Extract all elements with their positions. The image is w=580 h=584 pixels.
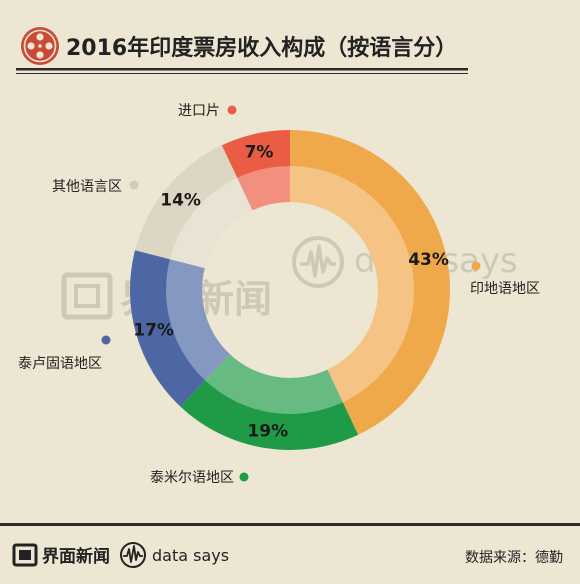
slice-3-inner-band xyxy=(169,177,253,269)
value-labels: 43% 19% 17% 14% 7% xyxy=(133,142,449,441)
slice-3-value-label: 14% xyxy=(160,190,201,210)
footer-brand-text: 界面新闻 xyxy=(42,546,110,567)
film-reel-icon xyxy=(21,27,59,65)
slice-0-wedge xyxy=(290,130,450,435)
page-title: 2016年印度票房收入构成（按语言分） xyxy=(66,35,457,61)
slice-4-category-label: 进口片 xyxy=(178,103,220,119)
slice-0-legend-dot xyxy=(471,261,481,271)
donut-inner-overlay xyxy=(166,166,414,414)
donut-slices xyxy=(130,130,450,450)
footer-rule xyxy=(0,523,580,526)
header: 2016年印度票房收入构成（按语言分） xyxy=(16,27,468,74)
slice-0-category-label: 印地语地区 xyxy=(470,281,540,297)
slice-4-inner-band xyxy=(237,166,290,211)
footer-datasays-text: data says xyxy=(152,546,229,565)
header-rule xyxy=(16,68,468,71)
header-rule-thin xyxy=(16,73,468,74)
slice-1-legend-dot xyxy=(239,472,249,482)
slice-2-inner-band xyxy=(166,259,230,381)
jiemian-watermark-icon xyxy=(61,272,113,320)
slice-2-category-label: 泰卢固语地区 xyxy=(18,356,102,372)
source-note: 数据来源：德勤 xyxy=(465,550,563,566)
slice-3-legend-dot xyxy=(129,180,139,190)
slice-4-value-label: 7% xyxy=(245,142,274,162)
slice-0-value-label: 43% xyxy=(408,250,449,270)
datasays-watermark-icon xyxy=(292,236,344,288)
slice-2-value-label: 17% xyxy=(133,321,174,341)
jiemian-logo-icon xyxy=(12,543,38,567)
slice-0-inner-band xyxy=(290,166,414,403)
slice-1-category-label: 泰米尔语地区 xyxy=(150,470,234,486)
slice-1-value-label: 19% xyxy=(247,421,288,441)
slice-2-legend-dot xyxy=(101,335,111,345)
footer: 界面新闻 data says 数据来源：德勤 xyxy=(12,542,563,568)
slice-4-legend-dot xyxy=(227,105,237,115)
slice-1-inner-band xyxy=(205,354,343,414)
slice-2-wedge xyxy=(130,250,230,407)
slice-3-wedge xyxy=(135,145,253,269)
slice-3-category-label: 其他语言区 xyxy=(52,179,122,195)
slice-1-wedge xyxy=(180,354,359,450)
datasays-logo-icon xyxy=(120,542,146,568)
slice-4-wedge xyxy=(221,130,290,211)
